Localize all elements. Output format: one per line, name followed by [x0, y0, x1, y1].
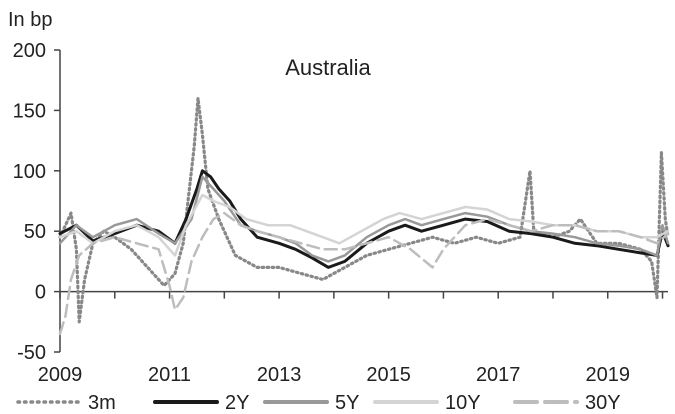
x-tick-label: 2019	[585, 364, 630, 386]
y-tick-label: 50	[24, 221, 46, 243]
y-tick-label: 100	[13, 161, 46, 183]
y-tick-label: -50	[17, 342, 46, 364]
legend-label-30y: 30Y	[585, 392, 621, 414]
legend-label-2y: 2Y	[225, 392, 249, 414]
y-tick-label: 150	[13, 100, 46, 122]
x-tick-label: 2015	[366, 364, 411, 386]
y-axis-label: In bp	[8, 9, 52, 31]
legend-label-3m: 3m	[88, 392, 116, 414]
series-line-5y	[58, 175, 670, 263]
chart-title: Australia	[285, 55, 371, 80]
x-tick-label: 2009	[38, 364, 83, 386]
series-line-2y	[58, 169, 670, 269]
legend: 3m 2Y 5Y 10Y 30Y	[16, 392, 621, 414]
series-line-30y	[58, 211, 670, 336]
series-layer	[58, 96, 670, 336]
legend-label-10y: 10Y	[445, 392, 481, 414]
x-tick-label: 2013	[257, 364, 302, 386]
y-tick-label: 0	[35, 282, 46, 304]
series-line-3m	[58, 96, 670, 324]
x-tick-label: 2011	[148, 364, 191, 386]
x-tick-label: 2017	[476, 364, 521, 386]
legend-label-5y: 5Y	[335, 392, 359, 414]
y-tick-label: 200	[13, 40, 46, 62]
